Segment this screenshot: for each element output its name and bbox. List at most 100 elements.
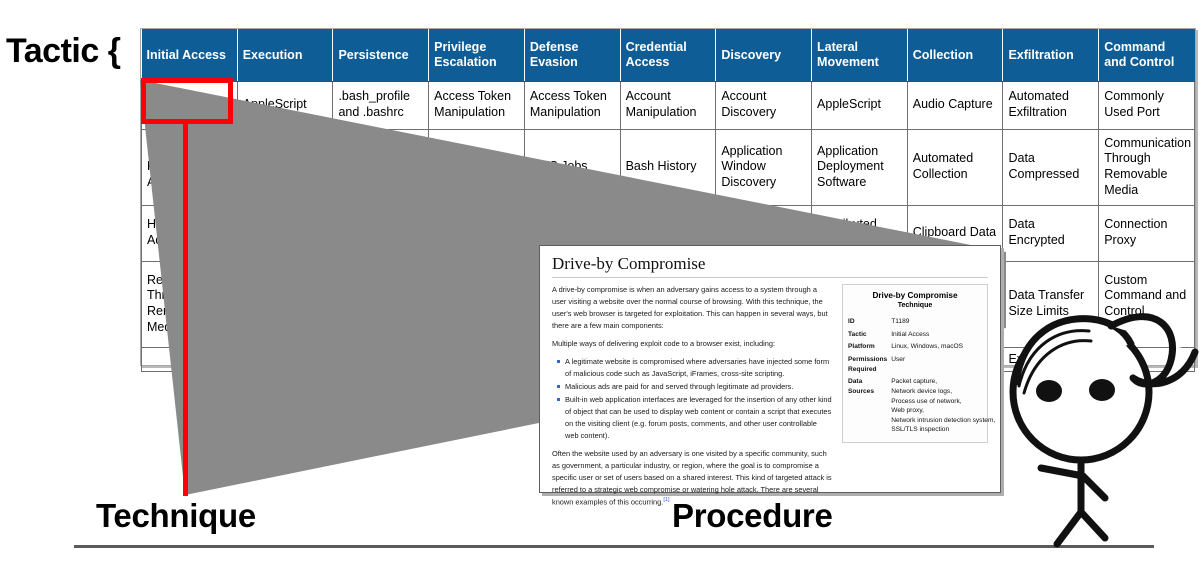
popup-bullet-list: A legitimate website is compromised wher…: [552, 356, 832, 442]
technique-highlight-box: [141, 78, 233, 124]
matrix-column-header[interactable]: Collection: [907, 29, 1004, 82]
infobox-value-line: Process use of network,: [891, 397, 962, 405]
matrix-cell[interactable]: Bash History: [619, 128, 717, 206]
matrix-cell[interactable]: Access Token Manipulation: [523, 80, 621, 130]
tactic-brace-label: Tactic {: [6, 32, 121, 70]
reference-link[interactable]: [1]: [663, 497, 670, 504]
list-item: Malicious ads are paid for and served th…: [557, 381, 832, 393]
infobox-title: Drive-by Compromise: [872, 291, 958, 301]
infobox-field-key: Platform: [848, 343, 875, 351]
matrix-cell[interactable]: [141, 346, 238, 373]
technique-leader-line: [183, 122, 188, 496]
matrix-cell[interactable]: AppleScript: [236, 80, 334, 130]
infobox-field-value: Initial Access: [891, 328, 995, 341]
matrix-cell[interactable]: Automated Exfiltration: [1002, 80, 1100, 130]
matrix-cell[interactable]: Custom Command and Control Protocol: [1098, 260, 1195, 348]
matrix-column-header[interactable]: Command and Control: [1098, 29, 1195, 82]
matrix-column-header[interactable]: Privilege Escalation: [428, 29, 525, 82]
infobox-value-line: Linux, Windows, macOS: [891, 343, 964, 351]
matrix-cell[interactable]: Data Encrypted: [1002, 204, 1100, 262]
table-row: Exploit Public-Facing Application CMSTP Ac…: [141, 128, 1195, 206]
infobox-value-line: Network intrusion detection system,: [891, 416, 996, 424]
matrix-cell[interactable]: Accessibility Features: [332, 128, 430, 206]
matrix-cell[interactable]: Exfiltration: [1002, 346, 1100, 373]
matrix-column-header[interactable]: Exfiltration: [1002, 29, 1100, 82]
popup-paragraph: Multiple ways of delivering exploit code…: [552, 339, 776, 349]
infobox-field-value: Linux, Windows, macOS: [891, 341, 995, 354]
matrix-cell[interactable]: Access Token Manipulation: [428, 80, 525, 130]
matrix-cell[interactable]: Hardware Additions: [141, 204, 238, 262]
matrix-cell[interactable]: Application Window Discovery: [715, 128, 813, 206]
technique-detail-popup: Drive-by Compromise A drive-by compromis…: [539, 245, 1001, 507]
matrix-cell[interactable]: Replication Through Removable Media: [141, 260, 238, 348]
technique-infobox: Drive-by Compromise Technique ID T1189 Tac…: [842, 284, 995, 444]
matrix-cell[interactable]: [236, 346, 334, 373]
matrix-cell[interactable]: Automated Collection: [906, 128, 1004, 206]
matrix-column-header[interactable]: Credential Access: [620, 29, 717, 82]
matrix-cell[interactable]: Audio Capture: [906, 80, 1004, 130]
matrix-cell[interactable]: Accessibility Features: [428, 128, 525, 206]
matrix-column-header[interactable]: Persistence: [332, 29, 430, 82]
matrix-column-header[interactable]: Lateral Movement: [811, 29, 908, 82]
matrix-cell[interactable]: Data Transfer Size Limits: [1002, 260, 1100, 348]
infobox-subtitle: Technique: [897, 302, 933, 310]
infobox-value-line: Web proxy,: [891, 407, 924, 415]
matrix-cell[interactable]: AppleScript: [811, 80, 908, 130]
matrix-cell[interactable]: Commonly Used Port: [1098, 80, 1195, 130]
matrix-cell[interactable]: Data Compressed: [1002, 128, 1100, 206]
matrix-column-header[interactable]: Defense Evasion: [524, 29, 621, 82]
matrix-cell[interactable]: Application Deployment Software: [811, 128, 908, 206]
matrix-cell[interactable]: Command-Line Interface: [236, 204, 334, 262]
list-item: Built-in web application interfaces are …: [557, 395, 832, 441]
popup-closing-paragraph: Often the website used by an adversary i…: [552, 448, 832, 508]
matrix-cell[interactable]: [1098, 346, 1195, 373]
infobox-field-key: ID: [848, 317, 855, 325]
technique-caption: Technique: [96, 497, 256, 534]
infobox-value-line: Packet capture,: [891, 378, 938, 386]
infobox-value-line: SSL/TLS inspection: [891, 426, 950, 434]
matrix-cell[interactable]: [428, 346, 525, 373]
popup-closing-text: Often the website used by an adversary i…: [552, 449, 832, 507]
matrix-cell[interactable]: Control Panel Items: [236, 260, 334, 348]
matrix-cell[interactable]: AppInit DLLs: [428, 260, 525, 348]
popup-paragraph: A drive-by compromise is when an adversa…: [552, 285, 828, 331]
infobox-row: Permissions Required User: [848, 354, 995, 376]
list-item: A legitimate website is compromised wher…: [557, 356, 832, 380]
bottom-divider: [74, 545, 1154, 548]
infobox-field-key: Tactic: [848, 330, 867, 338]
infobox-field-key: Data Sources: [848, 378, 875, 396]
matrix-cell[interactable]: BITS Jobs: [523, 128, 621, 206]
popup-article-text: A drive-by compromise is when an adversa…: [552, 284, 832, 514]
infobox-field-value: User: [891, 354, 995, 376]
matrix-cell[interactable]: Exploit Public-Facing Application: [141, 128, 238, 206]
matrix-column-header[interactable]: Execution: [237, 29, 334, 82]
matrix-cell[interactable]: Account Manipulation: [619, 80, 717, 130]
matrix-cell[interactable]: AppCert DLLs: [428, 204, 525, 262]
infobox-field-key: Permissions Required: [848, 356, 888, 373]
matrix-cell[interactable]: [332, 346, 430, 373]
matrix-header-row: Initial Access Execution Persistence Privil…: [141, 29, 1195, 82]
matrix-cell[interactable]: Connection Proxy: [1098, 204, 1195, 262]
infobox-row: Data Sources Packet capture, Network devic…: [848, 376, 995, 436]
matrix-cell[interactable]: CMSTP: [236, 128, 334, 206]
procedure-caption: Procedure: [672, 497, 833, 534]
matrix-column-header[interactable]: Initial Access: [141, 29, 238, 82]
infobox-value-line: User: [891, 356, 906, 364]
popup-title: Drive-by Compromise: [552, 254, 988, 279]
infobox-row: ID T1189: [848, 315, 995, 328]
matrix-cell[interactable]: Account Discovery: [715, 80, 813, 130]
table-row: Drive-by Compromise AppleScript .bash_prof…: [141, 80, 1195, 130]
matrix-column-header[interactable]: Discovery: [715, 29, 813, 82]
infobox-field-value: T1189: [891, 315, 995, 328]
infobox-value-line: T1189: [891, 317, 910, 325]
infobox-row: Platform Linux, Windows, macOS: [848, 341, 995, 354]
matrix-cell[interactable]: AppCert DLLs: [332, 204, 430, 262]
infobox-value-line: Network device logs,: [891, 388, 953, 396]
infobox-table: ID T1189 Tactic Initial Access Platform Linux…: [848, 315, 995, 436]
infobox-row: Tactic Initial Access: [848, 328, 995, 341]
matrix-cell[interactable]: AppInit DLLs: [332, 260, 430, 348]
matrix-cell[interactable]: Communication Through Removable Media: [1098, 128, 1195, 206]
matrix-cell[interactable]: .bash_profile and .bashrc: [332, 80, 430, 130]
infobox-value-line: Initial Access: [891, 330, 930, 338]
infobox-field-value: Packet capture, Network device logs, Proce…: [891, 376, 995, 436]
